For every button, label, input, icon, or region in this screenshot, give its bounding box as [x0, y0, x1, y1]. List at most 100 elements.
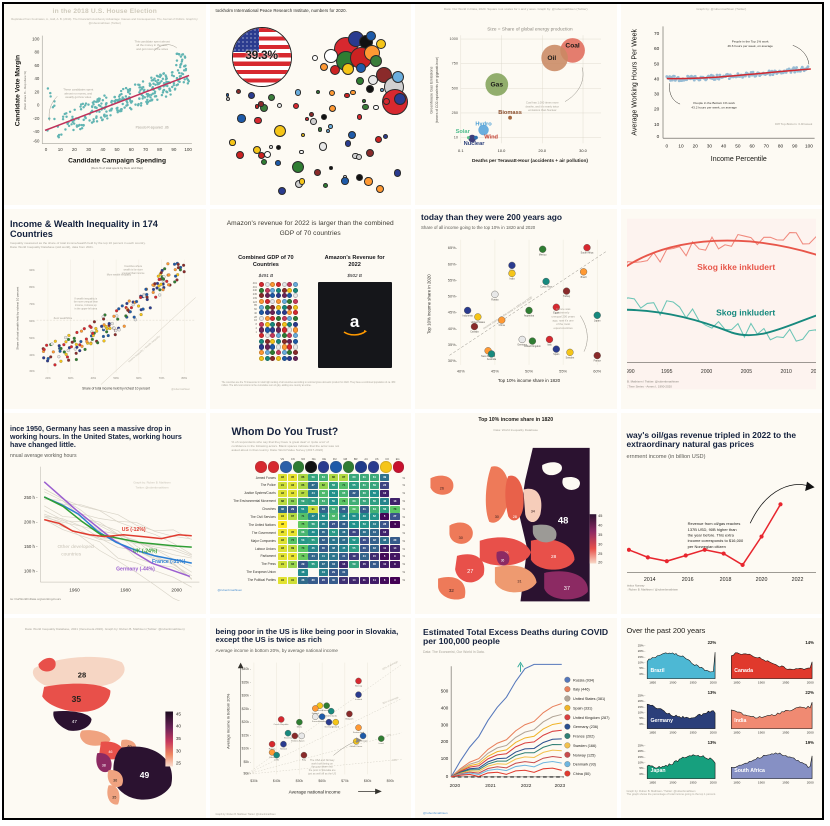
- heatmap-cell[interactable]: 93: [277, 489, 288, 497]
- tile-americas-income-map[interactable]: Data: World Inequality Database, 2021 (V…: [4, 617, 206, 818]
- heatmap-cell[interactable]: 9: [390, 552, 400, 560]
- heatmap-cell[interactable]: 58: [308, 521, 318, 529]
- tile-house-election-scatter[interactable]: in the 2018 U.S. House Election Replicat…: [4, 4, 206, 205]
- heatmap-cell[interactable]: 27: [390, 513, 400, 521]
- heatmap-cell[interactable]: 88: [277, 497, 288, 505]
- heatmap-cell[interactable]: 64: [369, 505, 380, 513]
- heatmap-cell[interactable]: 23: [379, 481, 390, 489]
- heatmap-cell[interactable]: 82: [318, 481, 328, 489]
- heatmap-cell[interactable]: 71: [339, 481, 349, 489]
- heatmap-cell[interactable]: 62: [328, 505, 339, 513]
- heatmap-cell[interactable]: 33: [369, 545, 380, 553]
- heatmap-cell[interactable]: 38: [379, 537, 390, 545]
- tile-europe-income-map[interactable]: Top 10% income share in 1820 Data: World…: [415, 413, 617, 614]
- heatmap-cell[interactable]: 23: [349, 529, 359, 537]
- heatmap-cell[interactable]: 91: [288, 576, 298, 584]
- heatmap-cell[interactable]: 15: [359, 560, 369, 568]
- heatmap-cell[interactable]: 36: [277, 505, 288, 513]
- heatmap-cell[interactable]: 87: [298, 489, 308, 497]
- heatmap-cell[interactable]: 29: [359, 545, 369, 553]
- heatmap-cell[interactable]: 37: [339, 537, 349, 545]
- heatmap-cell[interactable]: 55: [349, 481, 359, 489]
- heatmap-cell[interactable]: 11: [379, 560, 390, 568]
- heatmap-cell[interactable]: [370, 569, 379, 576]
- small-multiple-panel[interactable]: 1850 1900 1950 2000 South Africa 19%: [724, 740, 816, 786]
- heatmap-cell[interactable]: 56: [379, 505, 390, 513]
- heatmap-cell[interactable]: 38: [328, 545, 339, 553]
- heatmap-cell[interactable]: 71: [298, 513, 308, 521]
- heatmap-cell[interactable]: 60: [359, 489, 369, 497]
- heatmap-cell[interactable]: 9: [390, 560, 400, 568]
- heatmap-cell[interactable]: 93: [277, 545, 288, 553]
- heatmap-cell[interactable]: 27: [328, 521, 339, 529]
- heatmap-cell[interactable]: 33: [318, 505, 328, 513]
- heatmap-cell[interactable]: 31: [339, 568, 349, 576]
- heatmap-cell[interactable]: 94: [277, 552, 288, 560]
- heatmap-cell[interactable]: 89: [288, 545, 298, 553]
- heatmap-cell[interactable]: 94: [277, 576, 288, 584]
- heatmap-cell[interactable]: 95: [277, 529, 288, 537]
- heatmap-cell[interactable]: 50: [349, 513, 359, 521]
- heatmap-cell[interactable]: 11: [369, 576, 380, 584]
- heatmap-cell[interactable]: [390, 474, 399, 481]
- heatmap-cell[interactable]: 94: [277, 513, 288, 521]
- heatmap-cell[interactable]: 36: [298, 576, 308, 584]
- heatmap-cell[interactable]: 26: [359, 537, 369, 545]
- heatmap-cell[interactable]: 95: [288, 529, 298, 537]
- small-multiple-panel[interactable]: 1850 1900 1950 2000 Canada 14%: [724, 640, 816, 686]
- heatmap-cell[interactable]: 51: [298, 505, 308, 513]
- heatmap-cell[interactable]: 13: [379, 529, 390, 537]
- heatmap-cell[interactable]: 66: [298, 529, 308, 537]
- heatmap-cell[interactable]: 28: [379, 521, 390, 529]
- heatmap-cell[interactable]: 14: [339, 560, 349, 568]
- heatmap-cell[interactable]: 35: [318, 529, 328, 537]
- heatmap-cell[interactable]: 68: [318, 489, 328, 497]
- heatmap-cell[interactable]: 44: [318, 568, 328, 576]
- heatmap-cell[interactable]: 59: [349, 560, 359, 568]
- heatmap-cell[interactable]: 34: [359, 552, 369, 560]
- heatmap-cell[interactable]: 49: [359, 513, 369, 521]
- heatmap-cell[interactable]: [390, 569, 399, 576]
- heatmap-cell[interactable]: 55: [308, 560, 318, 568]
- heatmap-cell[interactable]: 13: [379, 489, 390, 497]
- heatmap-cell[interactable]: 48: [339, 513, 349, 521]
- heatmap-cell[interactable]: 38: [359, 529, 369, 537]
- heatmap-cell[interactable]: 86: [298, 481, 308, 489]
- heatmap-cell[interactable]: 69: [349, 505, 359, 513]
- tile-amazon-revenue[interactable]: Amazon's revenue for 2022 is larger than…: [209, 208, 411, 409]
- heatmap-cell[interactable]: 56: [369, 497, 380, 505]
- heatmap-cell[interactable]: 3: [390, 576, 400, 584]
- tile-working-hours-income[interactable]: Graph by: @rubenmathisen (Twitter) 70 60 5…: [620, 4, 822, 205]
- heatmap-cell[interactable]: 54: [328, 529, 339, 537]
- heatmap-cell[interactable]: 39: [379, 474, 390, 482]
- heatmap-cell[interactable]: 53: [359, 521, 369, 529]
- heatmap-cell[interactable]: 11: [359, 576, 369, 584]
- heatmap-cell[interactable]: 44: [308, 489, 318, 497]
- heatmap-cell[interactable]: 29: [288, 505, 298, 513]
- heatmap-cell[interactable]: 95: [288, 474, 298, 482]
- heatmap-cell[interactable]: [360, 569, 369, 576]
- heatmap-cell[interactable]: 26: [318, 576, 328, 584]
- heatmap-cell[interactable]: 55: [308, 537, 318, 545]
- heatmap-cell[interactable]: 64: [318, 497, 328, 505]
- heatmap-cell[interactable]: 29: [328, 568, 339, 576]
- small-multiple-panel[interactable]: 25% - 20% -15% - 10% - 5% -0% - 1850 1900 1950…: [627, 740, 719, 786]
- tile-military-spending-bubbles[interactable]: tockholm International Peace Research In…: [209, 4, 411, 205]
- heatmap-cell[interactable]: [380, 569, 389, 576]
- heatmap-cell[interactable]: 47: [308, 513, 318, 521]
- heatmap-cell[interactable]: 50: [369, 489, 380, 497]
- tile-norway-oil-gas[interactable]: way's oil/gas revenue tripled in 2022 to…: [620, 413, 822, 614]
- heatmap-cell[interactable]: 61: [359, 481, 369, 489]
- heatmap-cell[interactable]: 93: [277, 537, 288, 545]
- heatmap-cell[interactable]: 14: [390, 545, 400, 553]
- heatmap-cell[interactable]: 61: [359, 474, 369, 482]
- heatmap-cell[interactable]: [349, 569, 358, 576]
- heatmap-cell[interactable]: 59: [308, 474, 318, 482]
- heatmap-cell[interactable]: 60: [349, 474, 359, 482]
- heatmap-cell[interactable]: [390, 490, 399, 497]
- heatmap-cell[interactable]: 91: [277, 560, 288, 568]
- heatmap-cell[interactable]: 44: [369, 521, 380, 529]
- heatmap-cell[interactable]: 86: [298, 474, 308, 482]
- heatmap-cell[interactable]: 30: [318, 545, 328, 553]
- heatmap-cell[interactable]: 31: [359, 505, 369, 513]
